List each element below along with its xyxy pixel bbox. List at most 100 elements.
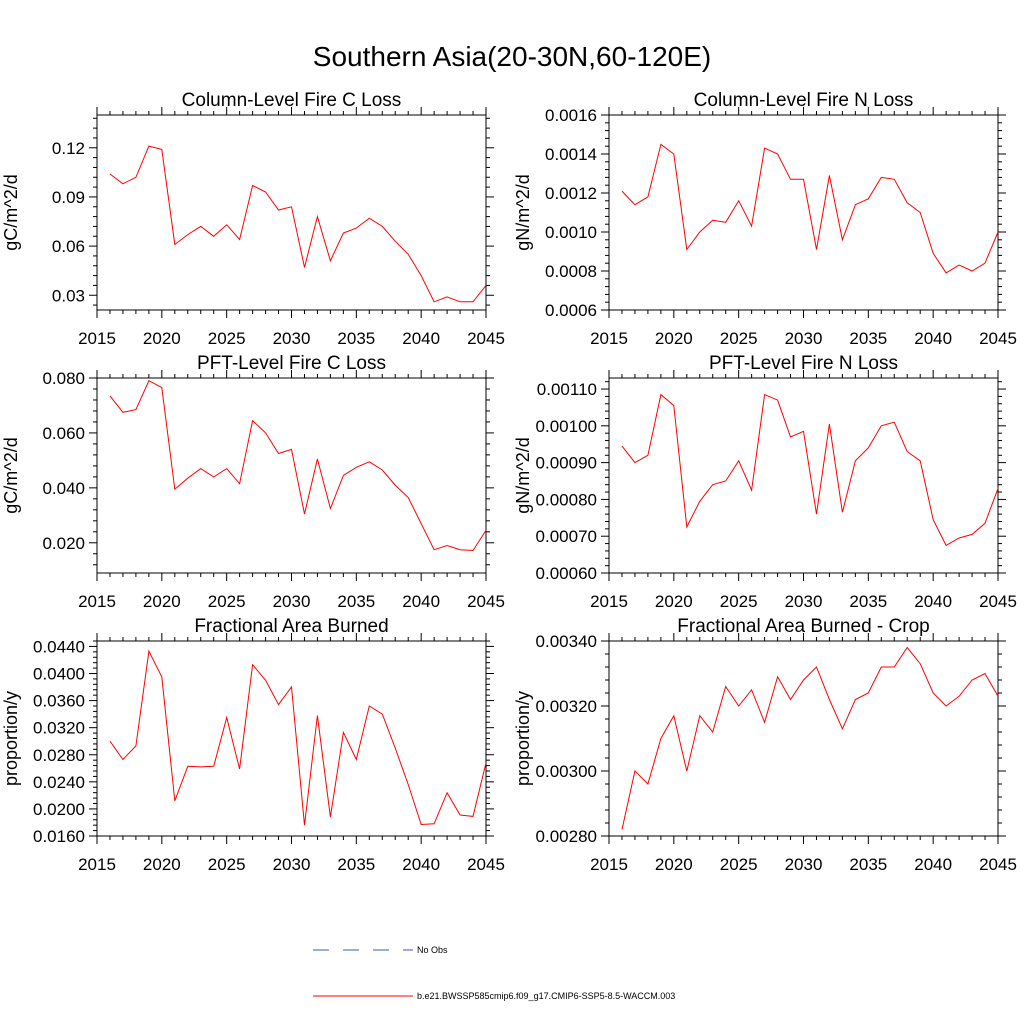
y-axis-label: proportion/y (513, 691, 533, 786)
plot-frame (96, 377, 487, 574)
plot-frame (96, 640, 487, 837)
x-tick-label: 2015 (78, 592, 116, 611)
series-line (621, 143, 999, 274)
x-tick-label: 2015 (590, 592, 628, 611)
y-tick-label: 0.06 (52, 237, 85, 256)
x-tick-label: 2020 (143, 592, 181, 611)
series-line (109, 145, 487, 303)
x-tick-label: 2030 (273, 329, 311, 348)
chart-panel: Fractional Area Burned 2015 2020 2025 2030 20… (1, 616, 505, 874)
legend-model-label: b.e21.BWSSP585cmip6.f09_g17.CMIP6-SSP5-8… (417, 991, 675, 1001)
chart-panel: PFT-Level Fire C Loss 2015 2020 2025 2030 203… (1, 353, 505, 611)
x-tick-label: 2030 (785, 329, 823, 348)
x-tick-label: 2035 (337, 329, 375, 348)
x-tick-label: 2035 (849, 592, 887, 611)
x-tick-label: 2045 (979, 329, 1017, 348)
plot-frame (608, 377, 999, 574)
y-axis-label: proportion/y (1, 691, 21, 786)
y-axis-label: gN/m^2/d (513, 174, 533, 250)
x-tick-label: 2015 (590, 329, 628, 348)
y-tick-label: 0.0160 (33, 827, 85, 846)
x-tick-label: 2040 (402, 329, 440, 348)
y-tick-label: 0.00100 (536, 417, 597, 436)
y-tick-label: 0.00280 (536, 827, 597, 846)
plot-frame (96, 114, 487, 311)
y-tick-label: 0.0400 (33, 665, 85, 684)
x-tick-label: 2020 (655, 329, 693, 348)
x-tick-label: 2035 (337, 592, 375, 611)
x-tick-label: 2040 (402, 855, 440, 874)
series-line (109, 380, 487, 552)
series-line (621, 646, 999, 830)
y-tick-label: 0.09 (52, 188, 85, 207)
y-axis-label: gN/m^2/d (513, 437, 533, 513)
y-tick-label: 0.0240 (33, 773, 85, 792)
chart-title: PFT-Level Fire N Loss (709, 353, 898, 374)
y-tick-label: 0.00080 (536, 490, 597, 509)
series-line (621, 393, 999, 547)
y-tick-label: 0.020 (42, 534, 85, 553)
y-tick-label: 0.0280 (33, 746, 85, 765)
chart-panel: Fractional Area Burned - Crop 2015 2020 202… (513, 616, 1017, 874)
chart-title: Fractional Area Burned - Crop (677, 616, 929, 637)
y-tick-label: 0.00070 (536, 527, 597, 546)
y-tick-label: 0.0012 (545, 184, 597, 203)
chart-title: Column-Level Fire N Loss (694, 90, 914, 111)
y-tick-label: 0.00060 (536, 564, 597, 583)
x-tick-label: 2015 (78, 329, 116, 348)
y-tick-label: 0.0440 (33, 637, 85, 656)
chart-title: Fractional Area Burned (194, 616, 388, 637)
series-line (109, 649, 487, 826)
x-tick-label: 2025 (208, 855, 246, 874)
x-tick-label: 2030 (273, 855, 311, 874)
y-tick-label: 0.0010 (545, 223, 597, 242)
y-tick-label: 0.0016 (545, 106, 597, 125)
page-title: Southern Asia(20-30N,60-120E) (313, 41, 711, 72)
legend: No Obs b.e21.BWSSP585cmip6.f09_g17.CMIP6… (313, 945, 675, 1001)
chart-panel: Column-Level Fire N Loss 2015 2020 2025 2030… (513, 90, 1017, 348)
plot-frame (608, 640, 999, 837)
y-tick-label: 0.00300 (536, 762, 597, 781)
y-tick-label: 0.00320 (536, 697, 597, 716)
x-tick-label: 2020 (655, 592, 693, 611)
x-tick-label: 2030 (273, 592, 311, 611)
x-tick-label: 2015 (78, 855, 116, 874)
y-tick-label: 0.03 (52, 286, 85, 305)
x-tick-label: 2015 (590, 855, 628, 874)
x-tick-label: 2020 (655, 855, 693, 874)
y-tick-label: 0.12 (52, 139, 85, 158)
chart-panel: PFT-Level Fire N Loss 2015 2020 2025 2030 203… (513, 353, 1017, 611)
y-tick-label: 0.040 (42, 479, 85, 498)
chart-panel: Column-Level Fire C Loss 2015 2020 2025 2030… (1, 90, 505, 348)
x-tick-label: 2035 (849, 855, 887, 874)
x-tick-label: 2020 (143, 329, 181, 348)
y-tick-label: 0.0200 (33, 800, 85, 819)
y-tick-label: 0.060 (42, 424, 85, 443)
y-tick-label: 0.0006 (545, 301, 597, 320)
chart-title: PFT-Level Fire C Loss (197, 353, 386, 374)
x-tick-label: 2045 (467, 329, 505, 348)
y-tick-label: 0.00090 (536, 454, 597, 473)
x-tick-label: 2030 (785, 855, 823, 874)
x-tick-label: 2035 (849, 329, 887, 348)
x-tick-label: 2035 (337, 855, 375, 874)
x-tick-label: 2025 (208, 592, 246, 611)
y-tick-label: 0.00340 (536, 632, 597, 651)
panels: Column-Level Fire C Loss 2015 2020 2025 2030… (1, 90, 1017, 874)
x-tick-label: 2025 (720, 329, 758, 348)
y-axis-label: gC/m^2/d (1, 437, 21, 513)
y-tick-label: 0.0008 (545, 262, 597, 281)
chart-title: Column-Level Fire C Loss (182, 90, 402, 111)
legend-no-obs-label: No Obs (417, 945, 448, 955)
plot-frame (608, 114, 999, 311)
x-tick-label: 2040 (914, 592, 952, 611)
x-tick-label: 2020 (143, 855, 181, 874)
x-tick-label: 2040 (914, 329, 952, 348)
x-tick-label: 2025 (720, 855, 758, 874)
x-tick-label: 2040 (402, 592, 440, 611)
y-axis-label: gC/m^2/d (1, 174, 21, 250)
y-tick-label: 0.0360 (33, 692, 85, 711)
x-tick-label: 2030 (785, 592, 823, 611)
x-tick-label: 2045 (979, 855, 1017, 874)
